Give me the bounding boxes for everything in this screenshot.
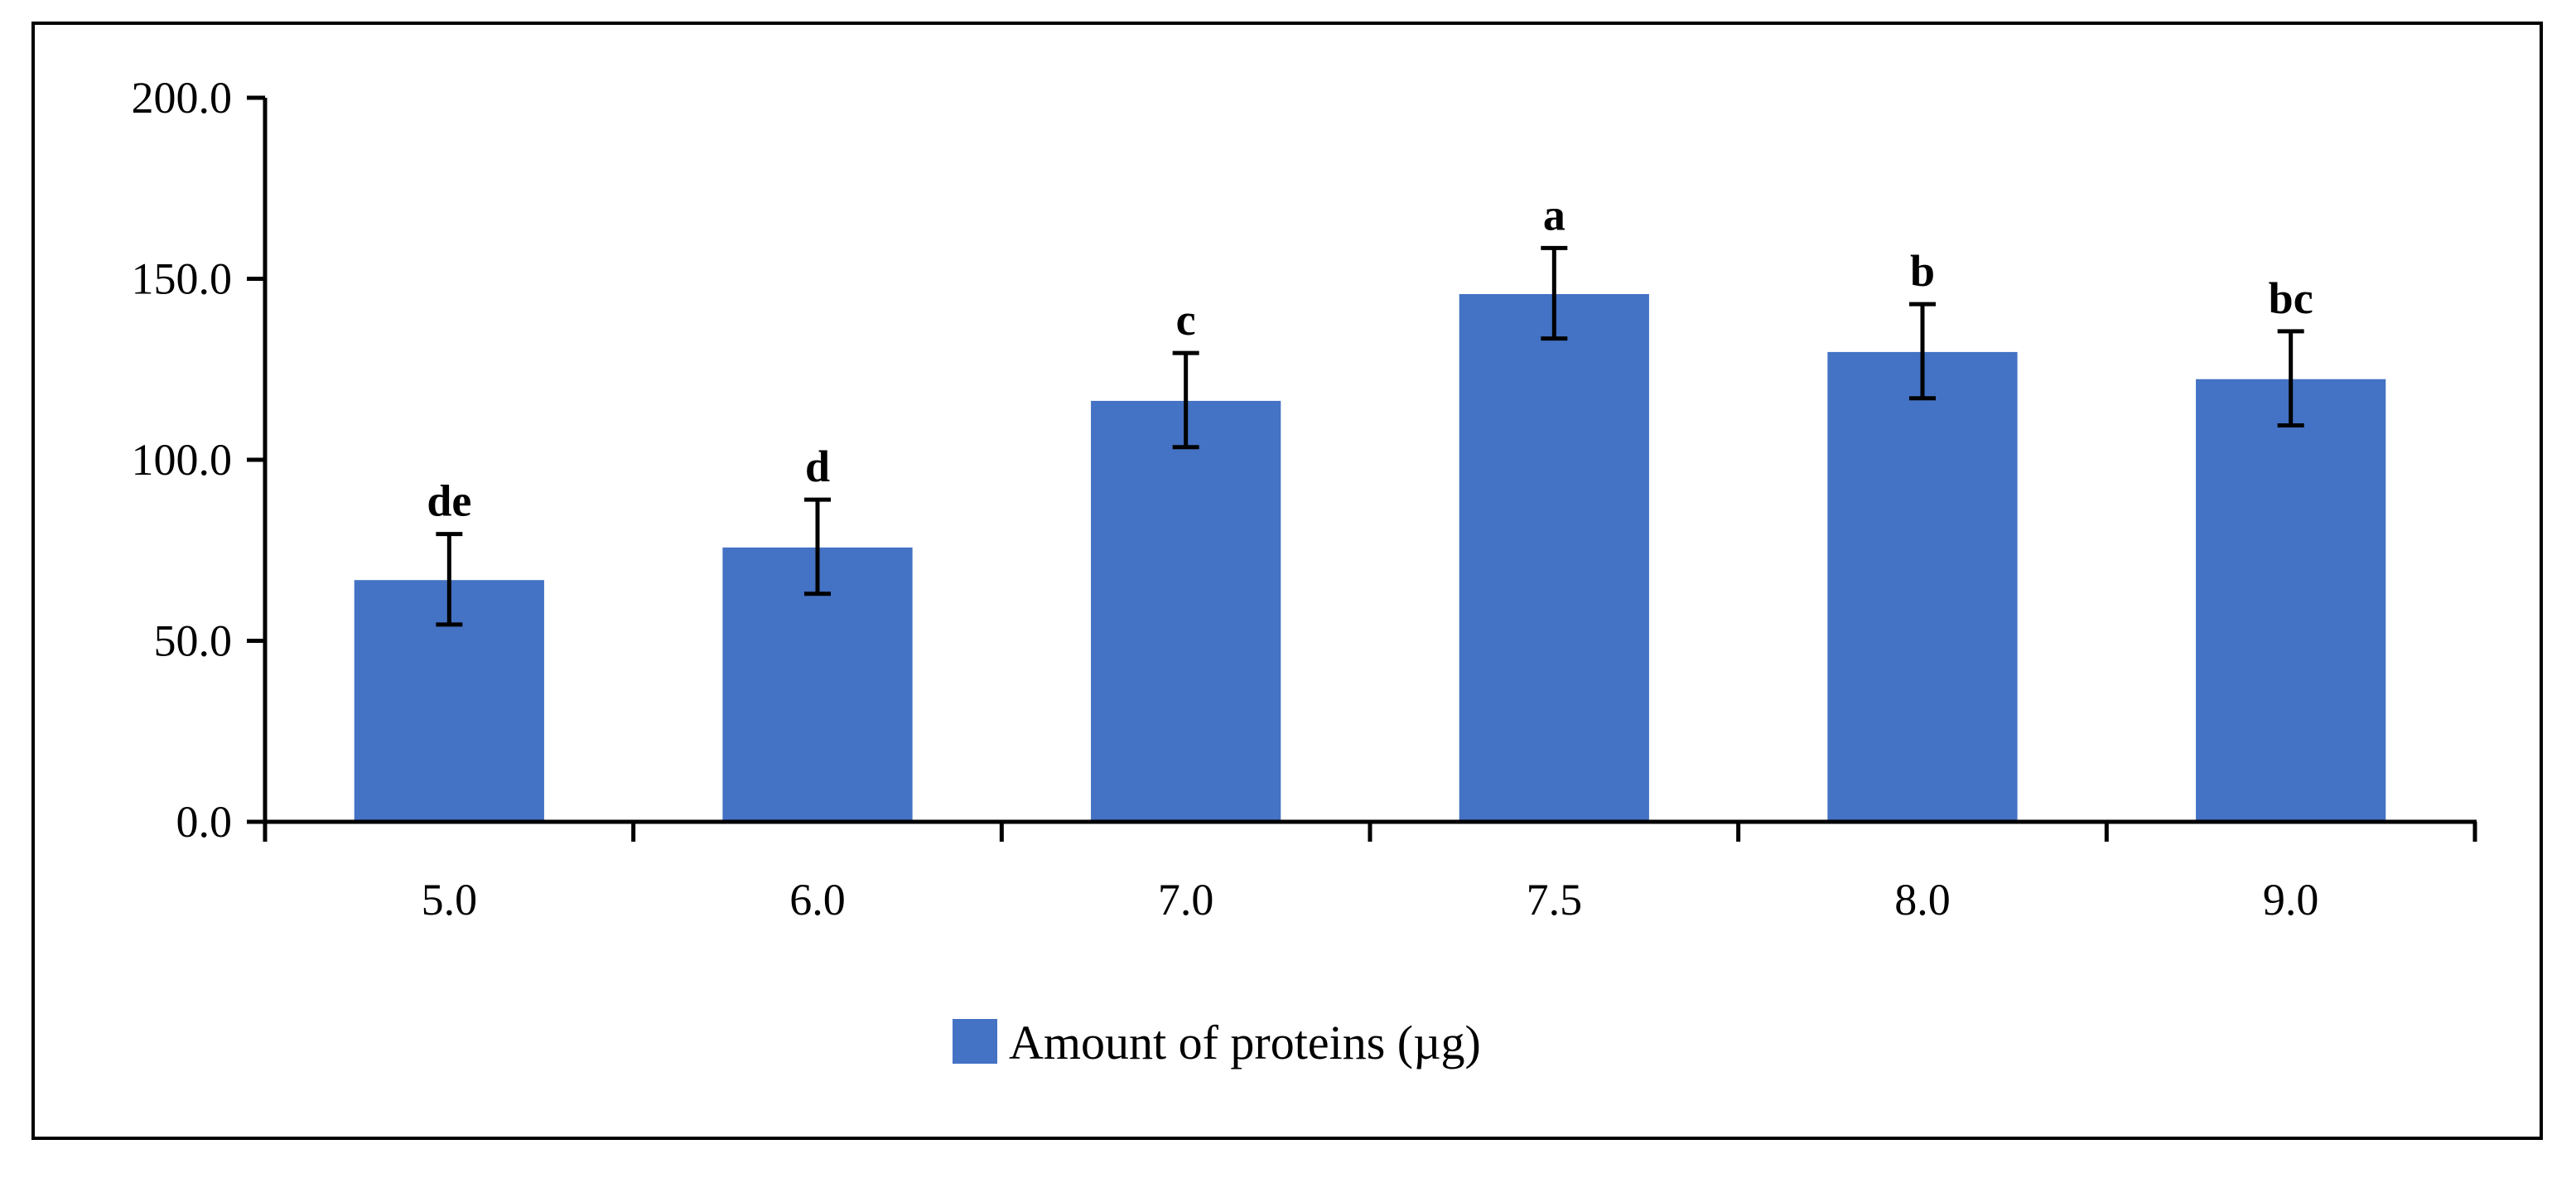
significance-label-7.0: c xyxy=(1176,295,1196,345)
legend-swatch xyxy=(953,1019,997,1064)
legend-label: Amount of proteins (µg) xyxy=(1009,1016,1481,1070)
bar-7.0 xyxy=(1089,398,1283,823)
bars-layer xyxy=(352,292,2388,823)
significance-label-6.0: d xyxy=(805,442,830,491)
bar-7.5 xyxy=(1457,292,1651,823)
y-tick-label: 0.0 xyxy=(176,797,233,847)
significance-label-5.0: de xyxy=(427,476,471,526)
x-tick-label-5.0: 5.0 xyxy=(422,875,478,925)
significance-labels-layer: de d c a b bc xyxy=(427,190,2313,525)
bar-8.0 xyxy=(1826,350,2019,823)
x-tick-label-8.0: 8.0 xyxy=(1894,875,1951,925)
significance-label-7.5: a xyxy=(1543,190,1565,239)
significance-label-9.0: bc xyxy=(2269,273,2313,323)
error-bars-layer xyxy=(436,245,2304,627)
y-tick-label: 200.0 xyxy=(132,73,233,123)
y-tick-label: 50.0 xyxy=(154,616,233,666)
bar-9.0 xyxy=(2194,377,2388,823)
legend: Amount of proteins (µg) xyxy=(953,1016,1481,1070)
axes-layer: 0.0 50.0 100.0 150.0 200.0 5.0 6.0 7.0 7.5 8.0 9.0 xyxy=(132,73,2477,925)
y-tick-label: 150.0 xyxy=(132,254,233,304)
x-tick-label-7.0: 7.0 xyxy=(1158,875,1214,925)
significance-label-8.0: b xyxy=(1910,246,1935,296)
x-tick-label-6.0: 6.0 xyxy=(789,875,846,925)
y-tick-label: 100.0 xyxy=(132,435,233,485)
x-tick-label-9.0: 9.0 xyxy=(2263,875,2319,925)
x-tick-label-7.5: 7.5 xyxy=(1527,875,1583,925)
